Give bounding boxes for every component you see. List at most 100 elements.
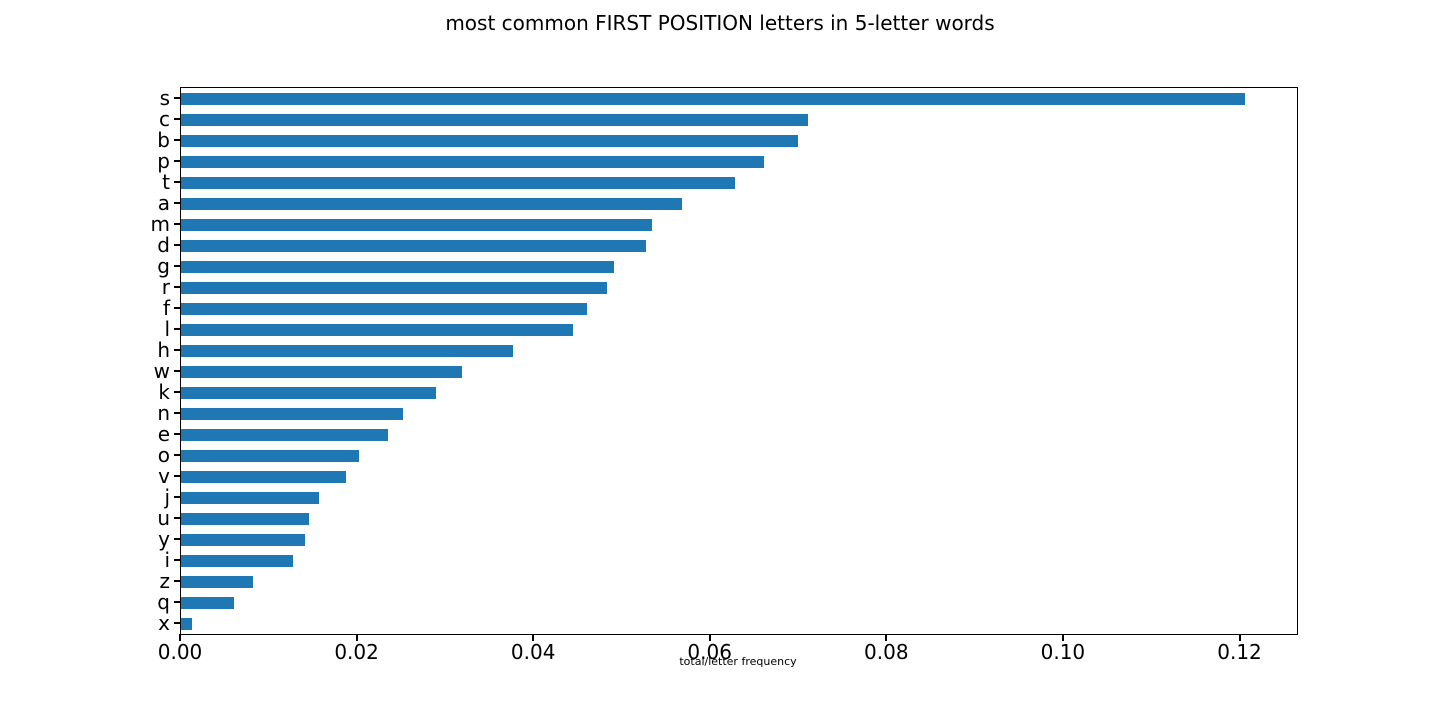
bar-f xyxy=(181,302,588,315)
y-tick-label-s: s xyxy=(159,85,170,110)
y-tick-label-q: q xyxy=(157,589,170,614)
y-tick-mark xyxy=(174,264,181,267)
y-tick-label-p: p xyxy=(157,148,170,173)
bar-g xyxy=(181,260,614,273)
y-tick-label-w: w xyxy=(153,358,170,383)
bar-s xyxy=(181,92,1245,105)
y-tick-mark xyxy=(174,306,181,309)
y-tick-mark xyxy=(174,390,181,393)
bar-row xyxy=(181,214,1297,235)
bar-r xyxy=(181,281,608,294)
bar-row xyxy=(181,193,1297,214)
bar-row xyxy=(181,172,1297,193)
bar-b xyxy=(181,134,799,147)
y-tick-mark xyxy=(174,285,181,288)
y-tick-label-n: n xyxy=(157,400,170,425)
x-tick-label-0.00: 0.00 xyxy=(157,640,203,664)
y-tick-label-d: d xyxy=(157,232,170,257)
y-tick-label-r: r xyxy=(161,274,170,299)
y-tick-label-h: h xyxy=(157,337,170,362)
bar-a xyxy=(181,197,683,210)
y-tick-mark xyxy=(174,96,181,99)
x-tick-mark xyxy=(1238,634,1241,641)
y-tick-label-l: l xyxy=(164,316,170,341)
plot-area xyxy=(180,87,1298,635)
bar-h xyxy=(181,344,513,357)
y-tick-mark xyxy=(174,621,181,624)
y-tick-mark xyxy=(174,495,181,498)
bar-row xyxy=(181,571,1297,592)
bar-l xyxy=(181,323,574,336)
bar-row xyxy=(181,109,1297,130)
bar-w xyxy=(181,365,462,378)
y-tick-label-z: z xyxy=(159,568,171,593)
y-tick-mark xyxy=(174,474,181,477)
bar-e xyxy=(181,428,388,441)
bar-n xyxy=(181,407,403,420)
bar-u xyxy=(181,512,310,525)
bar-row xyxy=(181,508,1297,529)
y-tick-label-o: o xyxy=(157,442,170,467)
y-tick-mark xyxy=(174,600,181,603)
y-tick-mark xyxy=(174,327,181,330)
bar-k xyxy=(181,386,437,399)
y-tick-mark xyxy=(174,411,181,414)
bar-q xyxy=(181,596,234,609)
bar-i xyxy=(181,554,294,567)
y-tick-label-i: i xyxy=(164,547,170,572)
y-tick-mark xyxy=(174,369,181,372)
bar-o xyxy=(181,449,360,462)
y-tick-label-v: v xyxy=(158,463,170,488)
bar-p xyxy=(181,155,764,168)
y-tick-label-a: a xyxy=(157,190,170,215)
x-tick-mark xyxy=(708,634,711,641)
bar-x xyxy=(181,617,192,630)
y-tick-label-b: b xyxy=(157,127,170,152)
bar-row xyxy=(181,529,1297,550)
y-tick-label-f: f xyxy=(162,295,170,320)
y-tick-label-y: y xyxy=(158,526,170,551)
bar-row xyxy=(181,592,1297,613)
y-tick-mark xyxy=(174,180,181,183)
bar-row xyxy=(181,466,1297,487)
bar-row xyxy=(181,613,1297,634)
x-tick-label-0.12: 0.12 xyxy=(1217,640,1262,664)
bar-row xyxy=(181,361,1297,382)
bar-z xyxy=(181,575,253,588)
x-tick-mark xyxy=(1061,634,1064,641)
y-tick-label-e: e xyxy=(157,421,170,446)
bar-row xyxy=(181,340,1297,361)
y-tick-label-j: j xyxy=(164,484,170,509)
y-tick-label-t: t xyxy=(162,169,170,194)
y-tick-mark xyxy=(174,558,181,561)
bar-c xyxy=(181,113,808,126)
y-tick-label-u: u xyxy=(157,505,170,530)
y-tick-label-m: m xyxy=(150,211,170,236)
y-tick-mark xyxy=(174,222,181,225)
bar-y xyxy=(181,533,305,546)
bar-row xyxy=(181,298,1297,319)
bar-row xyxy=(181,382,1297,403)
y-tick-mark xyxy=(174,159,181,162)
x-tick-mark xyxy=(179,634,181,641)
y-tick-mark xyxy=(174,432,181,435)
y-tick-mark xyxy=(174,117,181,120)
y-tick-label-g: g xyxy=(157,253,170,278)
bar-d xyxy=(181,239,647,252)
bar-row xyxy=(181,403,1297,424)
bar-t xyxy=(181,176,736,189)
x-tick-label-0.04: 0.04 xyxy=(510,640,556,664)
y-tick-mark xyxy=(174,579,181,582)
chart-title: most common FIRST POSITION letters in 5-… xyxy=(445,11,995,35)
y-tick-mark xyxy=(174,453,181,456)
bar-j xyxy=(181,491,319,504)
bar-row xyxy=(181,256,1297,277)
bar-row xyxy=(181,151,1297,172)
y-tick-label-x: x xyxy=(158,610,170,635)
x-tick-mark xyxy=(355,634,358,641)
x-tick-mark xyxy=(885,634,888,641)
bar-v xyxy=(181,470,347,483)
x-tick-label-0.10: 0.10 xyxy=(1040,640,1086,664)
bar-row xyxy=(181,424,1297,445)
